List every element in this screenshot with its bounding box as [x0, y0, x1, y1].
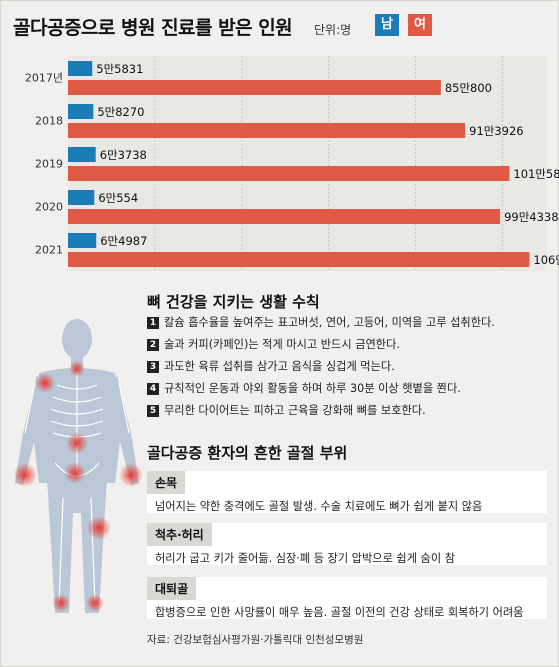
tip-item: 1 칼슘 흡수율을 높여주는 표고버섯, 연어, 고등어, 미역을 고루 섭취한다… — [147, 314, 495, 330]
value-label: 6만554 — [98, 191, 138, 205]
tips-title: 뼈 건강을 지키는 생활 수칙 — [147, 293, 320, 311]
tip-text: 술과 커피(카페인)는 적게 마시고 반드시 금연한다. — [164, 338, 400, 351]
tip-text: 칼슘 흡수율을 높여주는 표고버섯, 연어, 고등어, 미역을 고루 섭취한다. — [164, 316, 495, 329]
fracture-desc: 합병증으로 인한 사망률이 매우 높음. 골절 이전의 건강 상태로 회복하기 … — [155, 606, 524, 619]
page-title: 골다공증으로 병원 진료를 받은 인원 — [13, 17, 293, 39]
tip-text: 무리한 다이어트는 피하고 근육을 강화해 뼈를 보호한다. — [164, 404, 426, 417]
fracture-name: 척추·허리 — [147, 523, 212, 546]
value-label: 106만1874 — [533, 253, 559, 267]
category-label: 2020 — [35, 201, 63, 214]
fracture-desc: 넘어지는 약한 충격에도 골절 발생. 수술 치료에도 뼈가 쉽게 붙지 않음 — [155, 500, 483, 513]
tip-item: 4 규칙적인 운동과 야외 활동을 하며 하루 30분 이상 햇볕을 쬔다. — [147, 380, 461, 396]
value-label: 85만800 — [445, 81, 492, 95]
category-label: 2021 — [35, 244, 63, 257]
skeleton-illustration — [15, 319, 143, 613]
tip-number: 1 — [147, 317, 159, 329]
tip-item: 2 술과 커피(카페인)는 적게 마시고 반드시 금연한다. — [147, 336, 400, 352]
tip-text: 과도한 육류 섭취를 삼가고 음식을 싱겁게 먹는다. — [164, 360, 395, 373]
bar-chart: 2017년 5만5831 85만800 2018 5만8270 91만3926 2019 6만… — [25, 56, 559, 271]
bar-male — [68, 104, 94, 119]
category-label: 2018 — [35, 115, 63, 128]
tip-item: 3 과도한 육류 섭취를 삼가고 음식을 싱겁게 먹는다. — [147, 358, 395, 374]
fracture-desc: 허리가 굽고 키가 줄어듦. 심장·폐 등 장기 압박으로 쉽게 숨이 참 — [155, 552, 455, 565]
fracture-card-spine: 척추·허리 허리가 굽고 키가 줄어듦. 심장·폐 등 장기 압박으로 쉽게 숨… — [147, 523, 547, 565]
fracture-name: 대퇴골 — [147, 577, 197, 600]
bar-male — [68, 61, 93, 76]
tip-text: 규칙적인 운동과 야외 활동을 하며 하루 30분 이상 햇볕을 쬔다. — [164, 382, 461, 395]
value-label: 6만3738 — [100, 148, 147, 162]
value-label: 101만5810 — [513, 167, 559, 181]
bar-male — [68, 233, 97, 248]
legend-female: 여 — [408, 14, 432, 36]
value-label: 99만4338 — [504, 210, 558, 224]
tip-number: 5 — [147, 405, 159, 417]
bar-male — [68, 190, 95, 205]
fracture-card-wrist: 손목 넘어지는 약한 충격에도 골절 발생. 수술 치료에도 뼈가 쉽게 붙지 … — [147, 471, 547, 513]
bar-female — [68, 123, 466, 138]
legend-male: 남 — [375, 14, 399, 36]
value-label: 5만8270 — [97, 105, 144, 119]
tip-number: 4 — [147, 383, 159, 395]
source-note: 자료: 건강보험심사평가원·가톨릭대 인천성모병원 — [147, 634, 364, 646]
value-label: 91만3926 — [469, 124, 523, 138]
category-label: 2019 — [35, 158, 63, 171]
value-label: 5만5831 — [96, 62, 143, 76]
bar-female — [68, 209, 501, 224]
bar-female — [68, 80, 441, 95]
value-label: 6만4987 — [100, 234, 147, 248]
category-label: 2017년 — [25, 72, 63, 85]
fracture-title: 골다공증 환자의 흔한 골절 부위 — [147, 444, 348, 462]
bar-female — [68, 166, 510, 181]
unit-label: 단위:명 — [314, 23, 352, 37]
fracture-name: 손목 — [147, 471, 186, 494]
bar-female — [68, 252, 530, 267]
tip-number: 2 — [147, 339, 159, 351]
tip-item: 5 무리한 다이어트는 피하고 근육을 강화해 뼈를 보호한다. — [147, 402, 426, 418]
tip-number: 3 — [147, 361, 159, 373]
bar-male — [68, 147, 96, 162]
fracture-card-femur: 대퇴골 합병증으로 인한 사망률이 매우 높음. 골절 이전의 건강 상태로 회… — [147, 577, 547, 619]
